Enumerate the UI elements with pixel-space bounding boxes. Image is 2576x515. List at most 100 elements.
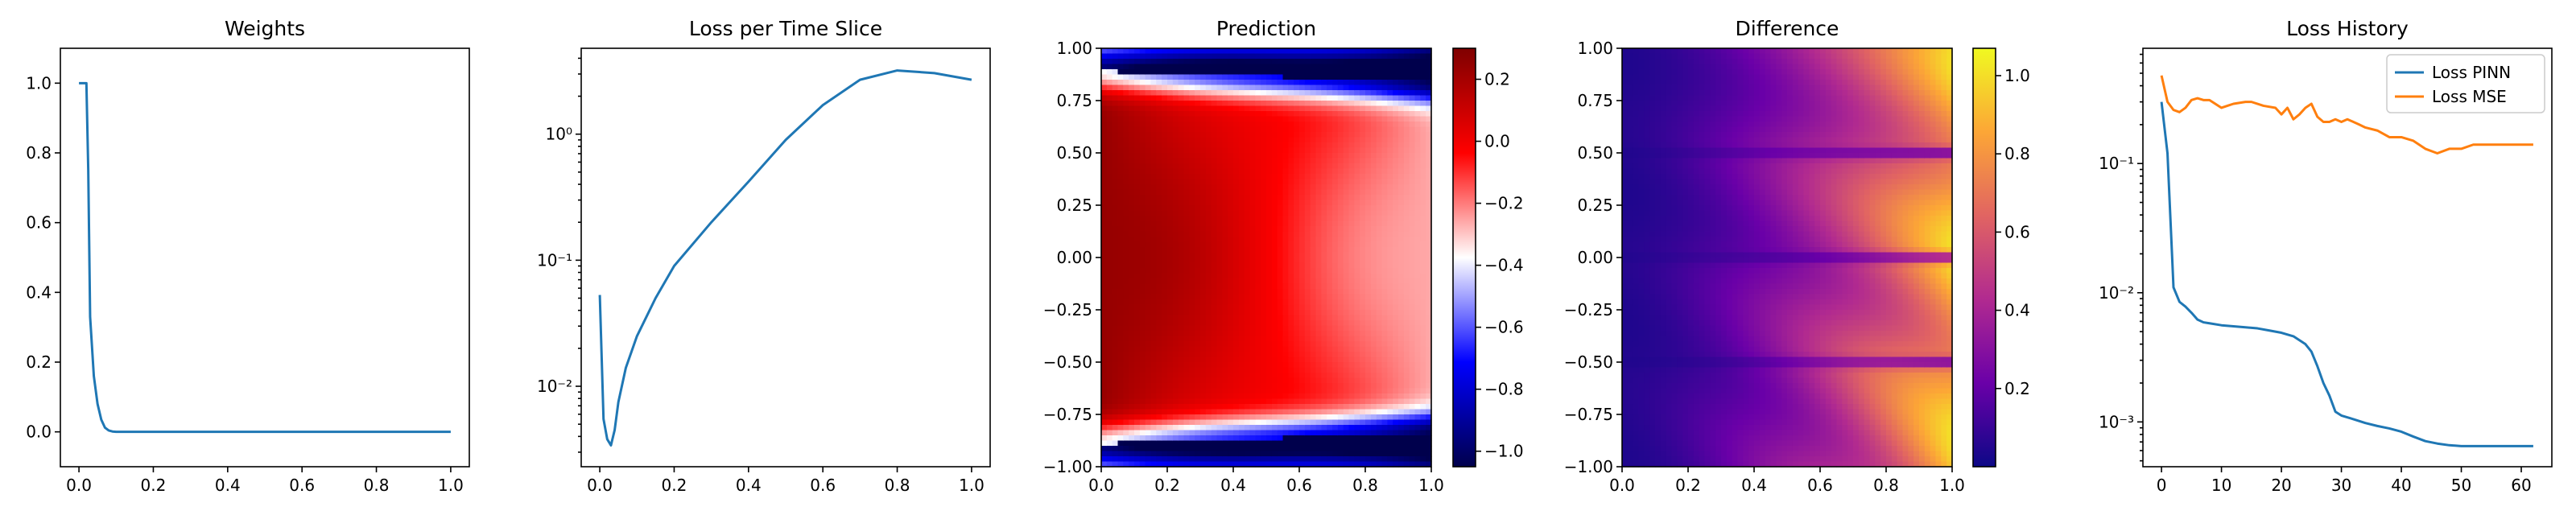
heatmap-cell	[1134, 446, 1141, 452]
heatmap-cell	[1162, 404, 1168, 410]
heatmap-cell	[1376, 116, 1383, 122]
heatmap-cell	[1238, 59, 1245, 65]
heatmap-cell	[1189, 105, 1195, 112]
heatmap-cell	[1222, 404, 1228, 410]
heatmap-cell	[1393, 53, 1399, 60]
heatmap-cell	[1420, 111, 1426, 117]
heatmap-cell	[1381, 409, 1388, 415]
heatmap-cell	[1156, 278, 1162, 285]
heatmap-cell	[1337, 435, 1344, 442]
heatmap-cell	[1228, 446, 1234, 452]
heatmap-cell	[1112, 346, 1119, 352]
heatmap-cell	[1249, 325, 1256, 332]
heatmap-cell	[1343, 101, 1350, 107]
heatmap-cell	[1150, 247, 1157, 253]
heatmap-cell	[1266, 74, 1273, 80]
heatmap-cell	[1348, 310, 1355, 316]
heatmap-cell	[1205, 53, 1212, 60]
heatmap-cell	[1343, 258, 1350, 264]
heatmap-cell	[1106, 105, 1113, 112]
heatmap-cell	[1381, 331, 1388, 337]
heatmap-cell	[1189, 435, 1195, 442]
heatmap-cell	[1360, 278, 1366, 285]
heatmap-cell	[1123, 132, 1129, 138]
heatmap-cell	[1370, 258, 1377, 264]
heatmap-cell	[1348, 268, 1355, 274]
heatmap-cell	[1106, 331, 1113, 337]
heatmap-cell	[1398, 59, 1405, 65]
heatmap-cell	[1365, 95, 1372, 101]
heatmap-cell	[1398, 252, 1405, 258]
heatmap-cell	[1360, 116, 1366, 122]
heatmap-cell	[1398, 289, 1405, 295]
heatmap-cell	[1310, 189, 1317, 196]
heatmap-cell	[1266, 373, 1273, 379]
heatmap-cell	[1288, 367, 1294, 373]
heatmap-cell	[1150, 153, 1157, 159]
heatmap-cell	[1315, 111, 1322, 117]
heatmap-cell	[1261, 247, 1267, 253]
heatmap-cell	[1112, 184, 1119, 191]
heatmap-cell	[1189, 111, 1195, 117]
heatmap-cell	[1167, 435, 1174, 442]
heatmap-cell	[1271, 362, 1278, 369]
heatmap-cell	[1183, 241, 1190, 248]
heatmap-cell	[1420, 310, 1426, 316]
heatmap-cell	[1332, 362, 1339, 369]
heatmap-cell	[1249, 262, 1256, 269]
heatmap-cell	[1282, 95, 1289, 101]
heatmap-cell	[1123, 299, 1129, 306]
heatmap-cell	[1249, 168, 1256, 175]
heatmap-cell	[1255, 258, 1261, 264]
heatmap-cell	[1249, 48, 1256, 55]
heatmap-cell	[1271, 289, 1278, 295]
heatmap-cell	[1261, 116, 1267, 122]
heatmap-cell	[1228, 258, 1234, 264]
heatmap-cell	[1205, 398, 1212, 405]
heatmap-cell	[1228, 64, 1234, 70]
heatmap-cell	[1222, 258, 1228, 264]
heatmap-cell	[1189, 451, 1195, 457]
heatmap-cell	[1365, 231, 1372, 237]
heatmap-cell	[1134, 90, 1141, 97]
heatmap-cell	[1387, 341, 1393, 348]
heatmap-cell	[1414, 179, 1421, 185]
heatmap-cell	[1222, 205, 1228, 212]
heatmap-cell	[1189, 90, 1195, 97]
heatmap-cell	[1195, 210, 1201, 216]
heatmap-cell	[1370, 105, 1377, 112]
heatmap-cell	[1282, 74, 1289, 80]
heatmap-cell	[1332, 341, 1339, 348]
heatmap-cell	[1129, 346, 1135, 352]
heatmap-cell	[1216, 341, 1223, 348]
heatmap-cell	[1327, 373, 1333, 379]
heatmap-cell	[1106, 69, 1113, 76]
heatmap-cell	[1255, 205, 1261, 212]
heatmap-cell	[1172, 440, 1179, 447]
heatmap-cell	[1310, 95, 1317, 101]
heatmap-cell	[1327, 430, 1333, 436]
heatmap-cell	[1228, 252, 1234, 258]
heatmap-cell	[1129, 278, 1135, 285]
heatmap-cell	[1376, 200, 1383, 206]
heatmap-cell	[1370, 367, 1377, 373]
heatmap-cell	[1393, 451, 1399, 457]
heatmap-cell	[1123, 461, 1129, 468]
heatmap-cell	[1150, 101, 1157, 107]
heatmap-cell	[1129, 362, 1135, 369]
heatmap-cell	[1271, 310, 1278, 316]
heatmap-cell	[1228, 74, 1234, 80]
x-tick-label: 0.6	[810, 476, 836, 495]
heatmap-cell	[1271, 205, 1278, 212]
heatmap-cell	[1299, 289, 1306, 295]
heatmap-cell	[1216, 398, 1223, 405]
heatmap-cell	[1409, 446, 1416, 452]
heatmap-cell	[1228, 299, 1234, 306]
heatmap-cell	[1117, 241, 1124, 248]
heatmap-cell	[1195, 320, 1201, 327]
heatmap-cell	[1327, 237, 1333, 243]
heatmap-cell	[1178, 262, 1185, 269]
heatmap-cell	[1393, 268, 1399, 274]
heatmap-cell	[1403, 409, 1410, 415]
heatmap-cell	[1183, 53, 1190, 60]
